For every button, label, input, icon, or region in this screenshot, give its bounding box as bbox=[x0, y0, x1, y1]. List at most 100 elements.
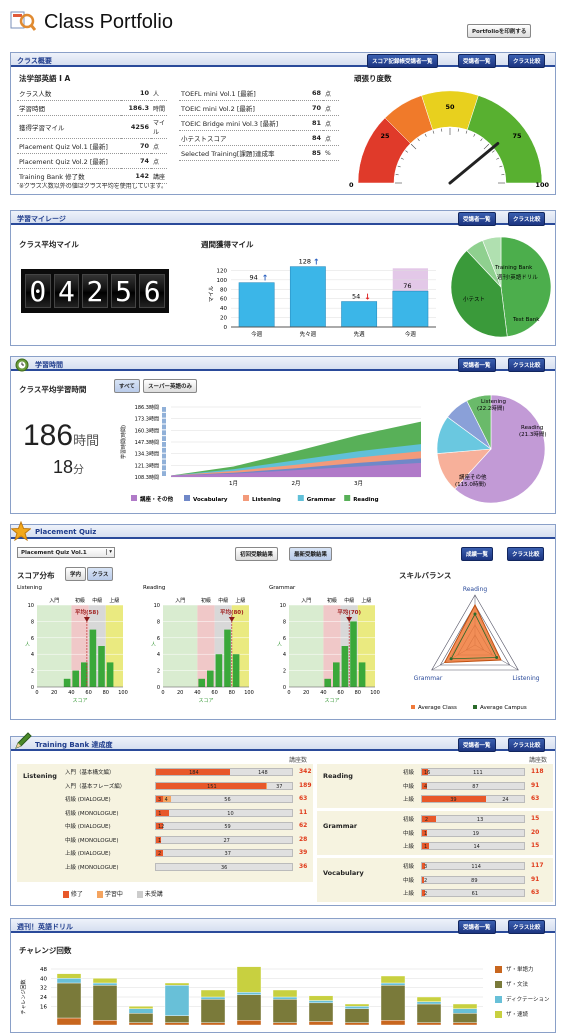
tab-school[interactable]: 学内 bbox=[65, 567, 86, 581]
drill-bar-segment bbox=[273, 999, 297, 1022]
weekly-y-tick: 120 bbox=[217, 268, 228, 274]
area-y-band bbox=[162, 430, 166, 435]
grades-list-button[interactable]: 成績一覧 bbox=[461, 547, 493, 561]
student-list-button[interactable]: 受講者一覧 bbox=[458, 54, 496, 68]
gauge-tick-label: 0 bbox=[349, 181, 354, 189]
pie-label-other: 講座その他 bbox=[459, 473, 487, 481]
tab-super-english[interactable]: スーパー英語のみ bbox=[143, 379, 197, 393]
gauge-tick-label: 50 bbox=[445, 103, 455, 111]
drill-class-compare-button[interactable]: クラス比較 bbox=[508, 920, 545, 934]
tab-all[interactable]: すべて bbox=[114, 379, 140, 393]
overview-right-value: 70 bbox=[293, 101, 323, 116]
tb-done-value: 1 bbox=[424, 843, 427, 851]
drill-legend-item: ザ・速読 bbox=[495, 1008, 550, 1023]
radar-label-reading: Reading bbox=[463, 586, 488, 593]
star-icon bbox=[11, 521, 31, 541]
weekly-x-tick: 今週 bbox=[251, 330, 263, 338]
hist-y-tick: 10 bbox=[28, 603, 34, 609]
area-y-tick: 186.3時間 bbox=[135, 405, 159, 411]
drill-bar-segment bbox=[201, 997, 225, 999]
score-record-list-button[interactable]: スコア記録帳受講者一覧 bbox=[367, 54, 438, 68]
drill-bar-segment bbox=[381, 985, 405, 1020]
tb-done-value: 4 bbox=[424, 783, 427, 791]
hist-level-label: 入門 bbox=[49, 598, 59, 604]
drill-legend-label: ザ・文法 bbox=[506, 982, 528, 988]
avg-mile-title: クラス平均マイル bbox=[19, 239, 79, 250]
hist-x-label: スコア bbox=[324, 698, 339, 704]
latest-result-button[interactable]: 最新受験結果 bbox=[289, 547, 332, 561]
training-panel: Training Bank 達成度 受講者一覧 クラス比較 講座数 講座数 Li… bbox=[10, 736, 556, 906]
drill-legend: ザ・単語力ザ・文法ディクテーションザ・速読 bbox=[495, 963, 550, 1023]
drill-bar-segment bbox=[309, 1022, 333, 1026]
weekly-y-tick: 20 bbox=[220, 316, 227, 322]
weekly-bar-value: 128 bbox=[299, 258, 311, 266]
hist-level-label: 入門 bbox=[301, 598, 311, 604]
area-y-tick: 134.3時間 bbox=[135, 452, 159, 458]
first-result-button[interactable]: 初回受験結果 bbox=[235, 547, 278, 561]
training-class-compare-button[interactable]: クラス比較 bbox=[508, 738, 545, 752]
pie-label-other-h: (115.0時間) bbox=[455, 480, 486, 488]
drill-bar-segment bbox=[237, 967, 261, 993]
page-header: Class Portfolio Portfolioを印刷する bbox=[0, 0, 567, 42]
tb-row-label: 初級 bbox=[403, 815, 414, 823]
legend-done: 修了 bbox=[63, 889, 83, 898]
overview-left-value: 74 bbox=[121, 154, 151, 169]
hist-y-label: 人 bbox=[277, 642, 282, 648]
radar-legend-campus-swatch bbox=[473, 705, 477, 709]
drill-bar-segment bbox=[165, 985, 189, 1015]
drill-bar-segment bbox=[273, 997, 297, 999]
studytime-panel: 学習時間 受講者一覧 クラス比較 クラス平均学習時間 すべて スーパー英語のみ … bbox=[10, 356, 556, 514]
weekly-trend-arrow: ↑ bbox=[313, 258, 320, 267]
weekly-x-tick: 先週 bbox=[354, 330, 366, 338]
tb-done-value: 12 bbox=[158, 823, 164, 831]
count-header-right: 講座数 bbox=[529, 755, 547, 764]
gauge-tick bbox=[401, 158, 404, 159]
hist-y-tick: 4 bbox=[283, 652, 286, 658]
drill-student-list-button[interactable]: 受講者一覧 bbox=[458, 920, 496, 934]
drill-legend-swatch bbox=[495, 966, 502, 973]
tb-rest-value: 61 bbox=[472, 890, 478, 898]
hist-x-tick: 0 bbox=[35, 690, 38, 696]
training-student-list-button[interactable]: 受講者一覧 bbox=[458, 738, 496, 752]
tb-row-label: 初級 bbox=[403, 862, 414, 870]
tb-total-value: 15 bbox=[531, 815, 539, 822]
area-y-band bbox=[162, 448, 166, 453]
tb-done-value: 184 bbox=[189, 769, 199, 777]
hist-x-tick: 20 bbox=[303, 690, 309, 696]
weekly-bar bbox=[342, 302, 377, 327]
quiz-select[interactable]: Placement Quiz Vol.1▾ bbox=[17, 547, 115, 558]
hist-bar bbox=[224, 630, 231, 687]
score-dist-title: スコア分布 bbox=[17, 570, 55, 581]
studytime-class-compare-button[interactable]: クラス比較 bbox=[508, 358, 545, 372]
placement-class-compare-button[interactable]: クラス比較 bbox=[507, 547, 544, 561]
print-portfolio-button[interactable]: Portfolioを印刷する bbox=[467, 24, 531, 38]
mileage-class-compare-button[interactable]: クラス比較 bbox=[508, 212, 545, 226]
drill-legend-item: ザ・文法 bbox=[495, 978, 550, 993]
mileage-student-list-button[interactable]: 受講者一覧 bbox=[458, 212, 496, 226]
class-compare-button[interactable]: クラス比較 bbox=[508, 54, 545, 68]
overview-left-label: 学習時間 bbox=[17, 101, 121, 116]
study-time-pie: Listening(22.2時間)Reading(21.3時間)講座その他(11… bbox=[433, 389, 551, 509]
tb-total-value: 20 bbox=[531, 829, 539, 836]
hist-level-label: 初級 bbox=[75, 597, 85, 604]
tb-total-value: 63 bbox=[299, 795, 307, 802]
hist-level-label: 上級 bbox=[235, 597, 245, 604]
tab-class[interactable]: クラス bbox=[87, 567, 113, 581]
placement-panel: Placement Quiz Placement Quiz Vol.1▾ 初回受… bbox=[10, 524, 556, 720]
drill-bar-segment bbox=[129, 1013, 153, 1022]
drill-legend-swatch bbox=[495, 1011, 502, 1018]
legend-progress: 学習中 bbox=[97, 889, 123, 898]
area-y-band bbox=[162, 460, 166, 465]
tb-total-value: 63 bbox=[531, 889, 539, 896]
overview-right-unit: 点 bbox=[323, 101, 339, 116]
pie-label-listening-h: (22.2時間) bbox=[477, 404, 505, 412]
radar-campus-point bbox=[495, 656, 498, 659]
area-legend-swatch bbox=[298, 495, 304, 501]
tb-rest-value: 37 bbox=[225, 850, 231, 858]
studytime-student-list-button[interactable]: 受講者一覧 bbox=[458, 358, 496, 372]
drill-bar-segment bbox=[345, 1009, 369, 1023]
overview-right-label: TOEIC Bridge mini Vol.3 [最新] bbox=[179, 116, 293, 131]
tb-rest-value: 148 bbox=[258, 769, 268, 777]
